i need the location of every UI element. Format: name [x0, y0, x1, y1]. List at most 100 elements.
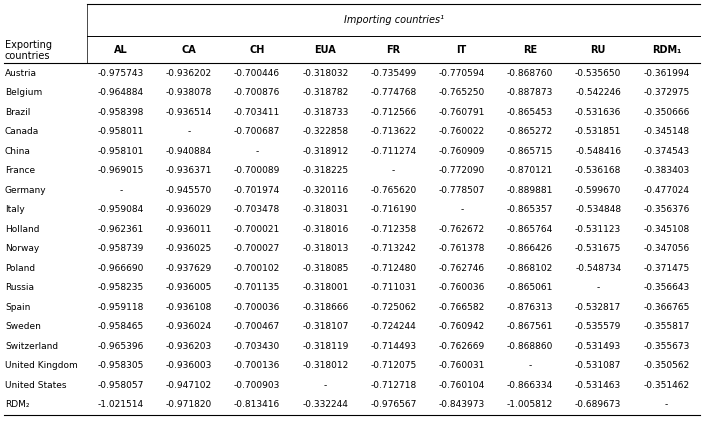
Text: -0.936202: -0.936202: [166, 69, 212, 78]
Text: -0.318001: -0.318001: [302, 283, 348, 292]
Text: Importing countries¹: Importing countries¹: [344, 15, 444, 25]
Text: -: -: [256, 147, 259, 156]
Text: -0.760942: -0.760942: [439, 322, 485, 331]
Text: -0.548416: -0.548416: [575, 147, 621, 156]
Text: -0.548734: -0.548734: [575, 264, 621, 273]
Text: -0.345148: -0.345148: [643, 127, 689, 136]
Text: -0.971820: -0.971820: [165, 400, 212, 409]
Text: -0.716190: -0.716190: [370, 205, 417, 214]
Text: -0.371475: -0.371475: [643, 264, 689, 273]
Text: -0.712075: -0.712075: [370, 361, 417, 370]
Text: -0.374543: -0.374543: [643, 147, 689, 156]
Text: -0.332244: -0.332244: [303, 400, 348, 409]
Text: -0.865453: -0.865453: [507, 108, 553, 117]
Text: RDM₂: RDM₂: [5, 400, 30, 409]
Text: -0.318107: -0.318107: [302, 322, 348, 331]
Text: -0.700903: -0.700903: [234, 381, 280, 390]
Text: -0.762746: -0.762746: [439, 264, 485, 273]
Text: -0.867561: -0.867561: [507, 322, 553, 331]
Text: -0.938078: -0.938078: [165, 88, 212, 97]
Text: -0.712566: -0.712566: [370, 108, 417, 117]
Text: -0.958011: -0.958011: [98, 127, 144, 136]
Text: CA: CA: [182, 45, 196, 55]
Text: -0.350562: -0.350562: [643, 361, 689, 370]
Text: -0.535650: -0.535650: [575, 69, 622, 78]
Text: China: China: [5, 147, 31, 156]
Text: -0.866426: -0.866426: [507, 244, 553, 253]
Text: -0.772090: -0.772090: [439, 166, 485, 175]
Text: -0.760909: -0.760909: [439, 147, 485, 156]
Text: RDM₁: RDM₁: [652, 45, 681, 55]
Text: -0.318782: -0.318782: [302, 88, 348, 97]
Text: -0.947102: -0.947102: [166, 381, 212, 390]
Text: -0.936108: -0.936108: [165, 303, 212, 312]
Text: -0.770594: -0.770594: [439, 69, 485, 78]
Text: Belgium: Belgium: [5, 88, 42, 97]
Text: -0.936011: -0.936011: [165, 225, 212, 234]
Text: Poland: Poland: [5, 264, 35, 273]
Text: -0.765620: -0.765620: [370, 186, 417, 195]
Text: -0.356643: -0.356643: [643, 283, 689, 292]
Text: -0.700036: -0.700036: [234, 303, 280, 312]
Text: -0.936203: -0.936203: [165, 342, 212, 351]
Text: -: -: [392, 166, 395, 175]
Text: -0.865715: -0.865715: [507, 147, 553, 156]
Text: -0.712718: -0.712718: [370, 381, 417, 390]
Text: -0.765250: -0.765250: [439, 88, 485, 97]
Text: -0.701974: -0.701974: [234, 186, 280, 195]
Text: -0.318085: -0.318085: [302, 264, 348, 273]
Text: -0.876313: -0.876313: [507, 303, 553, 312]
Text: -0.534848: -0.534848: [575, 205, 621, 214]
Text: -0.766582: -0.766582: [439, 303, 485, 312]
Text: -0.345108: -0.345108: [643, 225, 689, 234]
Text: -0.703478: -0.703478: [234, 205, 280, 214]
Text: -0.940884: -0.940884: [166, 147, 212, 156]
Text: -0.936003: -0.936003: [165, 361, 212, 370]
Text: -0.865272: -0.865272: [507, 127, 553, 136]
Text: -: -: [119, 186, 122, 195]
Text: -0.865357: -0.865357: [507, 205, 553, 214]
Text: -1.005812: -1.005812: [507, 400, 553, 409]
Text: -0.347056: -0.347056: [643, 244, 689, 253]
Text: -0.887873: -0.887873: [507, 88, 553, 97]
Text: -0.778507: -0.778507: [439, 186, 485, 195]
Text: -0.761378: -0.761378: [439, 244, 485, 253]
Text: -0.936025: -0.936025: [165, 244, 212, 253]
Text: -0.701135: -0.701135: [234, 283, 280, 292]
Text: France: France: [5, 166, 35, 175]
Text: -0.936029: -0.936029: [165, 205, 212, 214]
Text: -0.318733: -0.318733: [302, 108, 348, 117]
Text: -1.021514: -1.021514: [98, 400, 144, 409]
Text: Switzerland: Switzerland: [5, 342, 58, 351]
Text: Exporting: Exporting: [5, 40, 52, 50]
Text: -0.711031: -0.711031: [370, 283, 417, 292]
Text: -0.969015: -0.969015: [98, 166, 144, 175]
Text: -: -: [460, 205, 463, 214]
Text: -0.531675: -0.531675: [575, 244, 622, 253]
Text: -0.318013: -0.318013: [302, 244, 348, 253]
Text: -0.318119: -0.318119: [302, 342, 348, 351]
Text: -0.703411: -0.703411: [234, 108, 280, 117]
Text: -0.958235: -0.958235: [98, 283, 144, 292]
Text: Sweden: Sweden: [5, 322, 41, 331]
Text: EUA: EUA: [315, 45, 337, 55]
Text: -0.962361: -0.962361: [98, 225, 144, 234]
Text: -0.870121: -0.870121: [507, 166, 553, 175]
Text: -0.532817: -0.532817: [575, 303, 622, 312]
Text: -0.760022: -0.760022: [439, 127, 485, 136]
Text: -0.966690: -0.966690: [98, 264, 144, 273]
Text: -0.725062: -0.725062: [370, 303, 417, 312]
Text: -0.762669: -0.762669: [439, 342, 485, 351]
Text: -0.318666: -0.318666: [302, 303, 348, 312]
Text: -0.958101: -0.958101: [98, 147, 144, 156]
Text: -0.383403: -0.383403: [643, 166, 689, 175]
Text: -0.322858: -0.322858: [302, 127, 348, 136]
Text: RE: RE: [523, 45, 537, 55]
Text: -0.542246: -0.542246: [575, 88, 621, 97]
Text: -0.355817: -0.355817: [643, 322, 689, 331]
Text: -0.318031: -0.318031: [302, 205, 348, 214]
Text: -0.700136: -0.700136: [234, 361, 280, 370]
Text: -0.762672: -0.762672: [439, 225, 485, 234]
Text: -0.724244: -0.724244: [371, 322, 416, 331]
Text: -0.713622: -0.713622: [370, 127, 417, 136]
